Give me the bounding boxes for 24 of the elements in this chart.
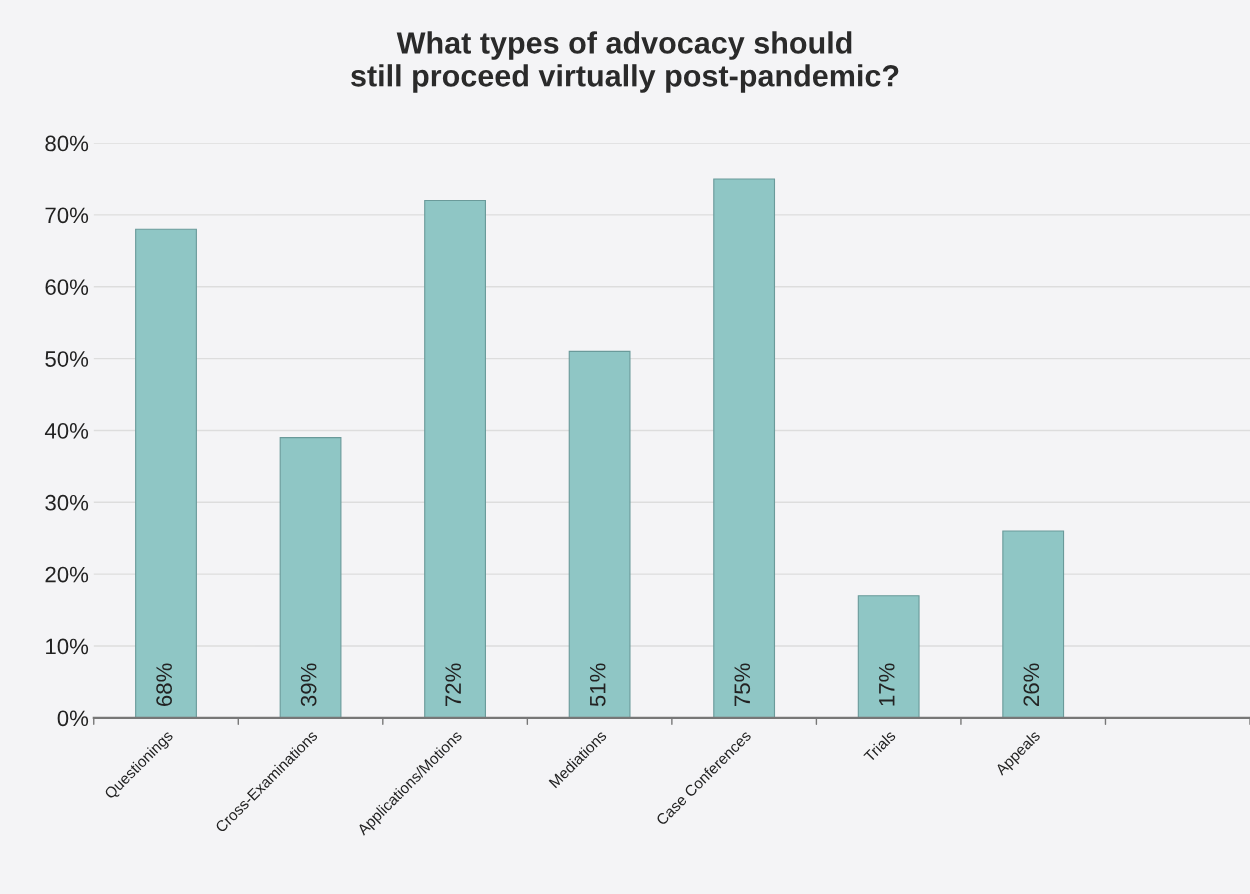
- y-tick-label: 70%: [45, 207, 89, 224]
- data-label: 39%: [300, 663, 317, 707]
- bar: [568, 350, 631, 718]
- bar: [857, 595, 920, 718]
- data-label: 17%: [879, 663, 895, 706]
- bar: [424, 199, 486, 718]
- data-label: 72%: [445, 663, 461, 706]
- data-label: 26%: [1023, 663, 1040, 706]
- chart-title: What types of advocacy should still proceed virtually post-pandemic?: [351, 31, 899, 93]
- y-tick-label: 0%: [57, 710, 89, 727]
- y-tick-label: 10%: [46, 638, 89, 655]
- y-tick-label: 60%: [45, 279, 89, 296]
- bar: [1002, 530, 1065, 718]
- bar: [279, 437, 342, 718]
- data-label: 51%: [589, 663, 606, 707]
- bar: [135, 228, 197, 718]
- y-tick-label: 80%: [45, 135, 89, 152]
- bar: [713, 178, 776, 718]
- y-tick-label: 20%: [45, 566, 89, 583]
- data-label: 68%: [156, 663, 172, 706]
- y-tick-label: 40%: [44, 423, 89, 439]
- y-tick-label: 50%: [45, 351, 89, 367]
- data-label: 75%: [734, 663, 751, 706]
- y-tick-label: 30%: [45, 494, 89, 511]
